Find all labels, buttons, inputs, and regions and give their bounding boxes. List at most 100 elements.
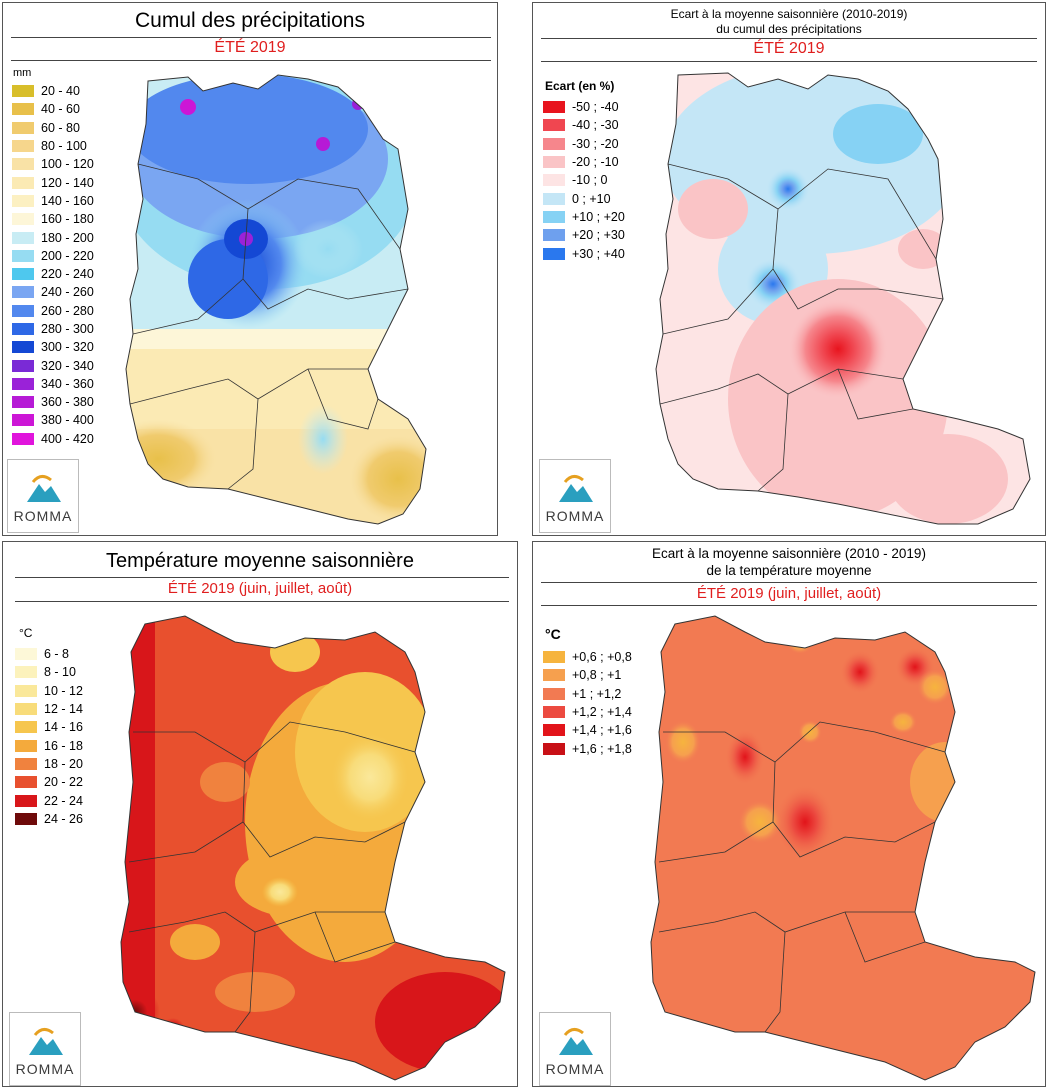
legend-item: 200 - 220 bbox=[12, 247, 94, 265]
legend-swatch bbox=[15, 666, 37, 679]
legend-item: +10 ; +20 bbox=[543, 208, 625, 226]
precipitation-legend: 20 - 40 40 - 60 60 - 80 80 - 100 100 - 120 12… bbox=[12, 82, 94, 448]
romma-logo-text: ROMMA bbox=[545, 1061, 605, 1077]
legend-label: 40 - 60 bbox=[41, 102, 80, 117]
panel-subtitle: ÉTÉ 2019 (juin, juillet, août) bbox=[696, 585, 882, 602]
legend-label: +0,8 ; +1 bbox=[572, 668, 622, 683]
legend-label: +30 ; +40 bbox=[572, 246, 625, 261]
legend-label: 120 - 140 bbox=[41, 175, 94, 190]
legend-label: 60 - 80 bbox=[41, 120, 80, 135]
legend-item: 400 - 420 bbox=[12, 430, 94, 448]
legend-label: +1,4 ; +1,6 bbox=[572, 723, 632, 738]
subtitle-divider bbox=[11, 60, 491, 61]
panel-title-line1: Ecart à la moyenne saisonnière (2010 - 2… bbox=[652, 546, 926, 561]
legend-item: 12 - 14 bbox=[15, 700, 83, 718]
legend-label: 340 - 360 bbox=[41, 376, 94, 391]
legend-item: 100 - 120 bbox=[12, 155, 94, 173]
legend-swatch bbox=[543, 247, 565, 260]
legend-label: 220 - 240 bbox=[41, 267, 94, 282]
panel-temperature-anomaly: Ecart à la moyenne saisonnière (2010 - 2… bbox=[532, 541, 1046, 1087]
temperature-legend: 6 - 8 8 - 10 10 - 12 12 - 14 14 - 16 16 - 18 1… bbox=[15, 645, 83, 828]
romma-logo-text: ROMMA bbox=[545, 508, 605, 524]
legend-item: 20 - 22 bbox=[15, 773, 83, 791]
legend-swatch bbox=[15, 703, 37, 716]
legend-item: 40 - 60 bbox=[12, 100, 94, 118]
legend-item: 10 - 12 bbox=[15, 682, 83, 700]
title-divider bbox=[541, 582, 1037, 583]
panel-title-line2: du cumul des précipitations bbox=[716, 22, 862, 36]
legend-label: 280 - 300 bbox=[41, 322, 94, 336]
temperature-anomaly-map bbox=[650, 615, 1036, 1081]
legend-label: +1,6 ; +1,8 bbox=[572, 741, 632, 756]
legend-item: 0 ; +10 bbox=[543, 189, 625, 207]
legend-item: +0,8 ; +1 bbox=[543, 666, 632, 684]
legend-swatch bbox=[543, 192, 565, 205]
legend-item: +1,6 ; +1,8 bbox=[543, 739, 632, 757]
legend-label: +10 ; +20 bbox=[572, 209, 625, 224]
legend-item: 360 - 380 bbox=[12, 393, 94, 411]
legend-label: 300 - 320 bbox=[41, 340, 94, 355]
legend-swatch bbox=[12, 158, 34, 171]
legend-label: 200 - 220 bbox=[41, 248, 94, 263]
legend-label: 12 - 14 bbox=[44, 702, 83, 717]
legend-swatch bbox=[12, 194, 34, 207]
legend-item: 18 - 20 bbox=[15, 755, 83, 773]
legend-item: +1,2 ; +1,4 bbox=[543, 703, 632, 721]
legend-swatch bbox=[543, 156, 565, 169]
title-divider bbox=[11, 37, 491, 38]
legend-item: 380 - 400 bbox=[12, 411, 94, 429]
romma-logo: ROMMA bbox=[9, 1012, 81, 1086]
legend-swatch bbox=[543, 687, 565, 700]
legend-item: 160 - 180 bbox=[12, 210, 94, 228]
legend-label: 400 - 420 bbox=[41, 431, 94, 446]
legend-label: 24 - 26 bbox=[44, 811, 83, 826]
legend-label: 100 - 120 bbox=[41, 157, 94, 172]
legend-item: 24 - 26 bbox=[15, 810, 83, 828]
legend-swatch bbox=[12, 304, 34, 317]
romma-mountain-sun-icon bbox=[559, 1028, 593, 1055]
legend-label: 380 - 400 bbox=[41, 413, 94, 428]
legend-label: 80 - 100 bbox=[41, 139, 87, 154]
legend-swatch bbox=[543, 229, 565, 242]
legend-label: 240 - 260 bbox=[41, 285, 94, 300]
legend-swatch bbox=[12, 249, 34, 262]
panel-subtitle: ÉTÉ 2019 bbox=[214, 39, 286, 56]
legend-label: 160 - 180 bbox=[41, 212, 94, 227]
legend-item: 280 - 300 bbox=[12, 320, 94, 338]
legend-swatch bbox=[543, 651, 565, 664]
legend-label: -10 ; 0 bbox=[572, 173, 608, 188]
legend-item: -50 ; -40 bbox=[543, 98, 625, 116]
legend-item: 300 - 320 bbox=[12, 338, 94, 356]
legend-swatch bbox=[15, 776, 37, 789]
legend-label: 22 - 24 bbox=[44, 793, 83, 808]
legend-swatch bbox=[543, 137, 565, 150]
legend-label: 8 - 10 bbox=[44, 665, 76, 680]
legend-unit: °C bbox=[545, 626, 561, 642]
title-divider bbox=[15, 577, 509, 578]
legend-swatch bbox=[12, 85, 34, 98]
romma-logo: ROMMA bbox=[7, 459, 79, 533]
legend-item: 80 - 100 bbox=[12, 137, 94, 155]
legend-swatch bbox=[543, 210, 565, 223]
legend-swatch bbox=[12, 103, 34, 116]
legend-item: +1,4 ; +1,6 bbox=[543, 721, 632, 739]
legend-item: +20 ; +30 bbox=[543, 226, 625, 244]
legend-swatch bbox=[12, 176, 34, 189]
legend-item: +1 ; +1,2 bbox=[543, 685, 632, 703]
panel-title: Température moyenne saisonnière bbox=[106, 550, 414, 572]
legend-item: 340 - 360 bbox=[12, 375, 94, 393]
legend-swatch bbox=[543, 174, 565, 187]
legend-item: 140 - 160 bbox=[12, 192, 94, 210]
panel-title: Cumul des précipitations bbox=[135, 9, 365, 32]
legend-label: 10 - 12 bbox=[44, 683, 83, 698]
legend-label: 260 - 280 bbox=[41, 303, 94, 318]
legend-label: +20 ; +30 bbox=[572, 228, 625, 243]
legend-swatch bbox=[12, 414, 34, 427]
legend-label: -30 ; -20 bbox=[572, 136, 619, 151]
romma-logo-text: ROMMA bbox=[15, 1061, 75, 1077]
legend-label: 180 - 200 bbox=[41, 230, 94, 245]
legend-item: 260 - 280 bbox=[12, 302, 94, 320]
legend-item: 240 - 260 bbox=[12, 283, 94, 301]
legend-label: 18 - 20 bbox=[44, 756, 83, 771]
legend-item: 14 - 16 bbox=[15, 718, 83, 736]
